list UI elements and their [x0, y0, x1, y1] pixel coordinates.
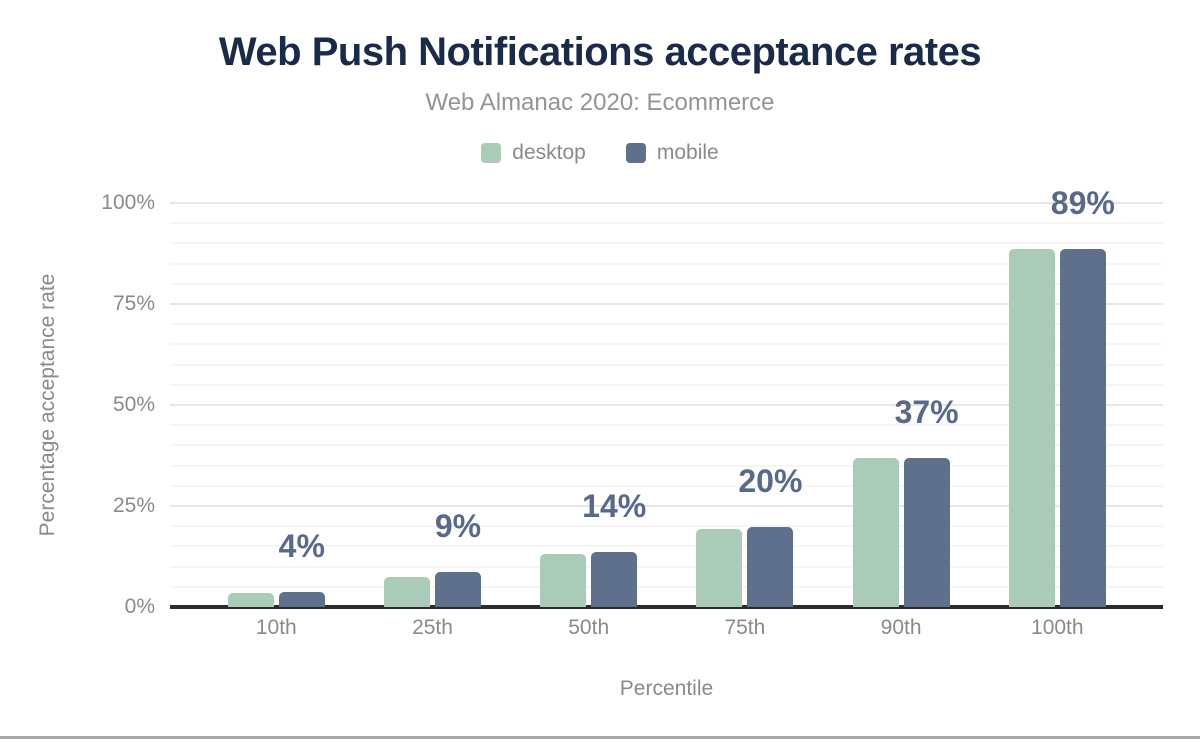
bar-mobile-75th[interactable]: [747, 526, 794, 607]
x-tick-label-10th: 10th: [255, 616, 297, 639]
bar-mobile-100th[interactable]: [1059, 248, 1106, 607]
gridline-minor: [170, 262, 1163, 265]
gridline-minor: [170, 323, 1163, 326]
y-tick-label-100pct: 100%: [101, 191, 155, 214]
gridline-major: [170, 303, 1163, 305]
gridline-minor: [170, 585, 1163, 588]
x-tick-label-50th: 50th: [568, 616, 610, 639]
x-tick-label-90th: 90th: [880, 616, 922, 639]
bar-mobile-25th[interactable]: [435, 571, 481, 607]
gridline-minor: [170, 565, 1163, 568]
gridline-minor: [170, 383, 1163, 386]
gridline-minor: [170, 444, 1163, 447]
bar-mobile-50th[interactable]: [591, 551, 638, 607]
x-tick-label-25th: 25th: [412, 616, 453, 639]
legend-label-mobile: mobile: [656, 141, 719, 164]
gridline-minor: [170, 484, 1163, 487]
gridline-minor: [170, 343, 1163, 346]
gridline-minor: [170, 363, 1163, 366]
gridline-minor: [170, 525, 1163, 528]
legend-swatch-desktop: [481, 143, 502, 163]
legend: desktop mobile: [0, 141, 1200, 165]
bar-mobile-90th[interactable]: [903, 457, 950, 607]
bar-value-label-10th: 4%: [278, 528, 325, 565]
gridline-major: [170, 505, 1163, 507]
bar-value-label-100th: 89%: [1050, 184, 1115, 221]
bar-desktop-10th[interactable]: [227, 593, 274, 607]
y-tick-label-75pct: 75%: [112, 292, 155, 315]
bar-value-label-90th: 37%: [894, 393, 959, 430]
y-tick-label-0pct: 0%: [124, 595, 155, 618]
bar-desktop-50th[interactable]: [540, 554, 587, 607]
chart-title: Web Push Notifications acceptance rates: [218, 30, 982, 74]
legend-item-desktop[interactable]: desktop: [481, 141, 586, 165]
gridline-minor: [170, 545, 1163, 548]
gridline-major: [170, 404, 1163, 406]
gridline-minor: [170, 222, 1163, 225]
bar-desktop-90th[interactable]: [852, 457, 899, 607]
x-tick-label-75th: 75th: [724, 616, 766, 639]
gridline-major: [170, 202, 1163, 204]
bar-value-label-50th: 14%: [582, 487, 647, 524]
plot-area: 4% 9% 14% 20% 37% 89%: [170, 103, 1163, 609]
bar-value-label-25th: 9%: [434, 507, 482, 544]
legend-item-mobile[interactable]: mobile: [625, 141, 719, 165]
bar-value-label-75th: 20%: [738, 462, 803, 499]
x-axis-line: [170, 605, 1163, 609]
legend-swatch-mobile: [625, 143, 646, 163]
bar-desktop-100th[interactable]: [1008, 249, 1055, 607]
legend-label-desktop: desktop: [512, 141, 586, 164]
bar-mobile-10th[interactable]: [278, 592, 325, 607]
gridline-minor: [170, 282, 1163, 285]
x-axis-title: Percentile: [619, 677, 714, 700]
bar-desktop-25th[interactable]: [384, 576, 430, 607]
chart-subtitle: Web Almanac 2020: Ecommerce: [425, 89, 775, 116]
bar-desktop-75th[interactable]: [696, 528, 743, 607]
y-tick-label-25pct: 25%: [112, 494, 155, 517]
gridline-minor: [170, 242, 1163, 245]
gridline-minor: [170, 424, 1163, 427]
y-tick-label-50pct: 50%: [112, 393, 155, 416]
x-tick-label-100th: 100th: [1031, 616, 1084, 639]
gridline-minor: [170, 464, 1163, 467]
